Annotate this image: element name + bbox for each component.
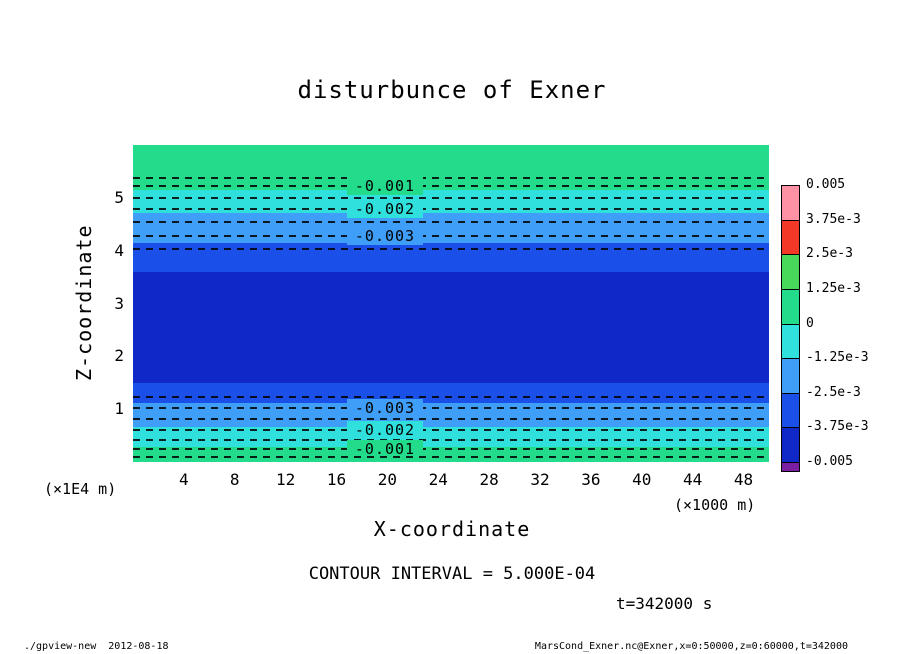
contour-line-label: -0.002 [347,199,423,218]
x-axis-units-label: (×1000 m) [674,496,756,514]
colorbar-tick-label: 1.25e-3 [806,280,861,296]
x-tick-label: 8 [229,470,240,489]
colorbar-tick-label: 0 [806,315,814,331]
y-axis-label: Z-coordinate [72,224,96,382]
colorbar-tick-label: -1.25e-3 [806,350,869,366]
x-tick-label: 16 [326,470,347,489]
contour-line-label: -0.002 [347,420,423,439]
x-tick-label: 24 [428,470,448,489]
fill-band [133,402,769,428]
y-tick-label: 3 [114,293,124,313]
y-axis-units-label: (×1E4 m) [44,480,117,498]
colorbar-segment [781,392,800,429]
contour-line [133,447,769,450]
colorbar-tick-label: -3.75e-3 [806,419,869,435]
x-tick-label: 28 [479,470,499,489]
contour-line [133,396,769,398]
contour-line [133,407,769,410]
fill-band [133,271,769,383]
y-tick-label: 2 [114,346,124,366]
colorbar-tick-label: 2.5e-3 [806,246,853,262]
fill-band [133,427,769,448]
fill-band [133,382,769,403]
colorbar-tick-label: -2.5e-3 [806,384,861,400]
time-label: t=342000 s [616,594,713,613]
x-tick-label: 44 [683,470,703,489]
x-tick-label: 36 [581,470,601,489]
x-tick-label: 4 [179,470,189,489]
colorbar-segment [781,427,800,463]
colorbar-segment [781,254,800,290]
contour-line-label: -0.003 [347,399,423,418]
x-tick-label: 12 [275,470,296,489]
x-tick-label: 40 [632,470,652,489]
colorbar-segment [781,358,800,394]
colorbar-segment [781,219,800,256]
contour-line-label: -0.001 [347,177,423,196]
contour-line [133,177,769,180]
x-tick-label: 48 [733,470,754,489]
contour-line [133,456,769,459]
colorbar-underflow-segment [781,462,800,472]
contour-line-label: -0.003 [347,226,423,245]
colorbar-tick-label: -0.005 [806,454,853,469]
contour-line [133,196,769,199]
x-tick-label: 32 [530,470,550,489]
contour-line-label: -0.001 [347,439,423,458]
contour-line [133,234,769,237]
x-axis-label: X-coordinate [373,517,531,541]
colorbar-segment [781,323,800,360]
contour-line [133,438,769,441]
x-tick-label: 20 [377,470,398,489]
contour-line [133,428,769,431]
fill-band [133,242,769,272]
plot-area: -0.001 -0.002 -0.003 -0.003 -0.002 -0.001 [133,145,769,462]
colorbar-tick-label: 0.005 [806,177,846,192]
y-tick-label: 5 [114,187,124,207]
fill-band [133,189,769,214]
contour-line [133,221,769,224]
y-tick-label: 4 [114,240,124,260]
colorbar [781,185,800,472]
contour-line [133,418,769,421]
colorbar-segment [781,288,800,325]
footer-command-label: ./gpview-new 2012-08-18 [24,641,169,652]
fill-band [133,145,769,190]
footer-dataset-label: MarsCond_Exner.nc@Exner,x=0:50000,z=0:60… [534,641,848,652]
y-tick-label: 1 [114,399,124,419]
colorbar-segment [781,185,800,221]
contour-line [133,185,769,188]
fill-band [133,213,769,243]
contour-interval-note: CONTOUR INTERVAL = 5.000E-04 [308,564,596,584]
colorbar-tick-label: 3.75e-3 [806,211,861,227]
chart-title: disturbunce of Exner [297,76,607,104]
contour-line [133,248,769,251]
fill-band [133,447,769,462]
contour-line [133,207,769,210]
